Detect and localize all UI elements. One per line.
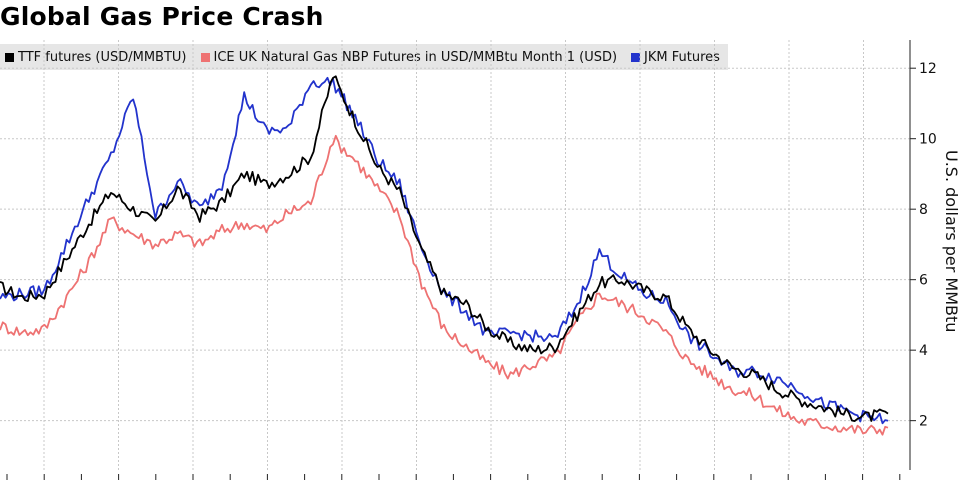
x-axis-ticks [6,474,901,480]
series-line [0,75,889,423]
y-tick-label: 8 [919,202,928,218]
chart-legend: TTF futures (USD/MMBTU) ICE UK Natural Ga… [0,44,728,70]
y-tick-label: 2 [919,414,928,430]
legend-swatch [631,52,641,62]
chart-title: Global Gas Price Crash [0,2,324,31]
legend-label: ICE UK Natural Gas NBP Futures in USD/MM… [213,49,618,65]
legend-label: JKM Futures [644,49,720,65]
legend-swatch [5,52,14,62]
y-axis: 2 4 6 8 10 12 [909,40,937,470]
y-tick-label: 10 [919,132,937,148]
y-tick-label: 6 [919,273,928,289]
legend-item: ICE UK Natural Gas NBP Futures in USD/MM… [200,49,618,65]
y-tick-label: 12 [919,61,937,77]
legend-item: TTF futures (USD/MMBTU) [5,50,187,65]
y-tick-label: 4 [919,343,928,359]
legend-swatch [200,52,210,62]
legend-item: JKM Futures [631,50,720,65]
legend-label: TTF futures (USD/MMBTU) [18,49,187,65]
series-line [0,134,889,436]
y-axis-title: U.S. dollars per MMBtu [942,150,961,332]
series-lines [0,75,889,436]
